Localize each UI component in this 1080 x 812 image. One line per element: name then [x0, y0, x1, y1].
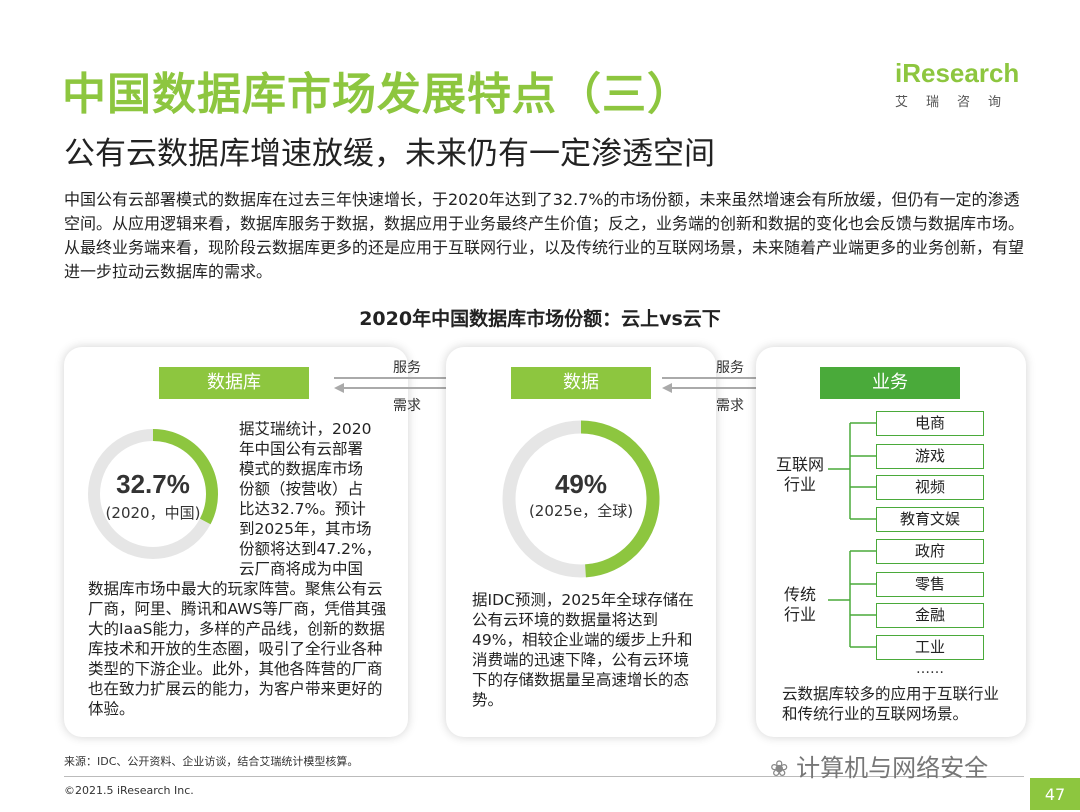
panel-database-text-top: 据艾瑞统计，2020 年中国公有云部署 模式的数据库市场 份额（按营收）占 比达…	[239, 419, 399, 579]
ring-value-database: 32.7%	[116, 469, 190, 499]
panel-database-header: 数据库	[159, 367, 309, 399]
copyright: ©2021.5 iResearch Inc.	[64, 784, 194, 797]
group-traditional-line1: 传统	[783, 585, 816, 604]
watermark: ❀ 计算机与网络安全	[770, 748, 988, 783]
iresearch-logo: iResearch 艾瑞咨询	[895, 58, 1025, 110]
source-note: 来源：IDC、公开资料、企业访谈，结合艾瑞统计模型核算。	[64, 755, 359, 768]
logo-subtext: 艾瑞咨询	[895, 95, 1020, 110]
ellipsis: ……	[916, 661, 944, 677]
industry-box: 游戏	[876, 444, 984, 469]
industry-box: 视频	[876, 475, 984, 500]
arrow1-bottom-label: 需求	[393, 398, 421, 414]
diagram-title: 2020年中国数据库市场份额：云上vs云下	[359, 308, 721, 330]
text-line: 年中国公有云部署	[239, 440, 364, 458]
industry-box: 工业	[876, 635, 984, 660]
panel-data-text: 据IDC预测，2025年全球存储在公有云环境的数据量将达到49%，相较企业端的缓…	[472, 591, 694, 709]
group-internet-label: 互联网 行业	[772, 455, 828, 495]
page-subtitle: 公有云数据库增速放缓，未来仍有一定渗透空间	[64, 136, 715, 172]
wechat-icon: ❀	[770, 757, 789, 782]
text-line: 份额将达到47.2%，	[239, 540, 382, 558]
group-traditional-line2: 行业	[783, 605, 816, 624]
panel-data: 数据 49% (2025e，全球) 据IDC预测，2025年全球存储在公有云环境…	[446, 347, 716, 737]
panel-business-text: 云数据库较多的应用于互联行业和传统行业的互联网场景。	[782, 685, 1000, 723]
industry-box: 电商	[876, 411, 984, 436]
ring-caption-database: (2020，中国)	[105, 504, 201, 522]
group-internet-line1: 互联网	[775, 455, 824, 474]
text-line: 模式的数据库市场	[239, 460, 364, 478]
industry-box: 教育文娱	[876, 507, 984, 532]
panel-database-text-bottom: 数据库市场中最大的玩家阵营。聚焦公有云厂商，阿里、腾讯和AWS等厂商，凭借其强大…	[88, 580, 387, 718]
arrow2-top-label: 服务	[716, 360, 744, 376]
panel-database: 数据库 32.7% (2020，中国) 据艾瑞统计，2020 年中国公有云部署 …	[64, 347, 408, 737]
ring-caption-data: (2025e，全球)	[528, 502, 634, 520]
watermark-text: 计算机与网络安全	[796, 754, 989, 782]
industry-box: 零售	[876, 572, 984, 597]
text-line: 据艾瑞统计，2020	[239, 420, 372, 438]
intro-paragraph: 中国公有云部署模式的数据库在过去三年快速增长，于2020年达到了32.7%的市场…	[64, 190, 1025, 281]
panel-business-header: 业务	[820, 367, 960, 399]
text-line: 份额（按营收）占	[239, 480, 364, 498]
ring-chart-database	[88, 429, 218, 559]
ring-value-data: 49%	[554, 469, 608, 499]
text-line: 比达32.7%。预计	[239, 500, 366, 518]
industry-box: 政府	[876, 539, 984, 564]
ring-chart-data	[502, 420, 660, 578]
arrow2-bottom-label: 需求	[716, 398, 744, 414]
page-title: 中国数据库市场发展特点（三）	[62, 69, 692, 120]
text-line: 云厂商将成为中国	[239, 560, 364, 578]
panel-business: 业务 互联网 行业 电商 游戏 视频 教育文娱 传统 行业 政府 零售 金融 工…	[756, 347, 1026, 737]
ring-arc	[152, 429, 218, 525]
panel-data-header: 数据	[511, 367, 651, 399]
group-traditional-label: 传统 行业	[772, 585, 828, 625]
ring-arc	[580, 420, 660, 578]
page-number: 47	[1030, 778, 1080, 810]
logo-text: iResearch	[895, 58, 1020, 88]
tree-connectors	[828, 422, 876, 648]
group-internet-line2: 行业	[783, 475, 816, 494]
industry-box: 金融	[876, 603, 984, 628]
arrow1-top-label: 服务	[393, 360, 421, 376]
text-line: 到2025年，其市场	[239, 520, 372, 538]
footer-divider	[64, 776, 1024, 777]
